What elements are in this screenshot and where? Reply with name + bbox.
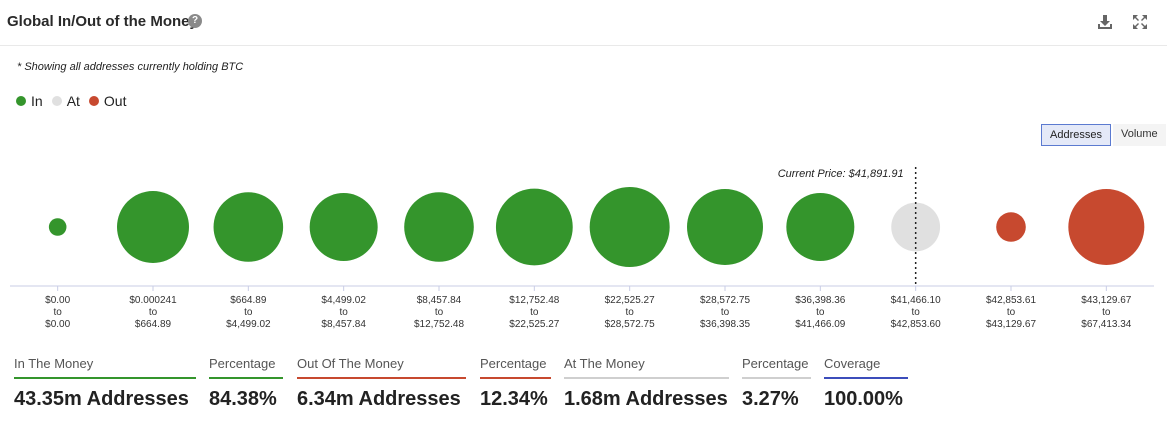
x-tick-label-separator: to bbox=[1007, 307, 1016, 318]
bubble-out[interactable] bbox=[1068, 189, 1145, 265]
x-tick-label-high: $8,457.84 bbox=[321, 319, 366, 330]
stat-underline bbox=[824, 377, 908, 379]
x-tick-label-high: $42,853.60 bbox=[891, 319, 941, 330]
stat-underline bbox=[297, 377, 466, 379]
stat-at-percentage: Percentage 3.27% bbox=[742, 356, 811, 411]
x-tick-label-high: $22,525.27 bbox=[509, 319, 559, 330]
x-tick-label-low: $43,129.67 bbox=[1081, 295, 1131, 306]
stat-underline bbox=[564, 377, 729, 379]
iomap-bubble-chart: $0.00to$0.00$0.000241to$664.89$664.89to$… bbox=[10, 167, 1154, 330]
fullscreen-icon[interactable] bbox=[1131, 13, 1149, 31]
x-tick-label-high: $41,466.09 bbox=[795, 319, 845, 330]
bubble-in[interactable] bbox=[48, 218, 67, 236]
x-tick-label-high: $12,752.48 bbox=[414, 319, 464, 330]
download-icon[interactable] bbox=[1096, 13, 1114, 31]
stat-value: 84.38% bbox=[209, 388, 277, 410]
x-tick-label-low: $41,466.10 bbox=[891, 295, 941, 306]
chart-note: * Showing all addresses currently holdin… bbox=[17, 61, 244, 73]
x-tick-label-separator: to bbox=[435, 307, 444, 318]
legend-label-at: At bbox=[66, 93, 80, 109]
widget-header: Global In/Out of the Money ? bbox=[0, 0, 1167, 46]
x-tick-label-high: $36,398.35 bbox=[700, 319, 750, 330]
bubble-in[interactable] bbox=[495, 188, 573, 266]
addresses-toggle-button[interactable]: Addresses bbox=[1041, 124, 1111, 146]
volume-toggle-button[interactable]: Volume bbox=[1112, 124, 1166, 146]
x-tick-label-high: $43,129.67 bbox=[986, 319, 1036, 330]
stat-label: Out Of The Money bbox=[297, 356, 404, 371]
x-tick-label-low: $36,398.36 bbox=[795, 295, 845, 306]
stat-coverage: Coverage 100.00% bbox=[824, 356, 908, 411]
x-tick-label-separator: to bbox=[721, 307, 730, 318]
legend-dot-out bbox=[88, 96, 99, 106]
stat-value: 12.34% bbox=[480, 388, 548, 410]
stat-underline bbox=[480, 377, 551, 379]
legend-dot-at bbox=[51, 96, 62, 106]
stat-label: Percentage bbox=[742, 356, 809, 371]
bubble-out[interactable] bbox=[996, 212, 1026, 242]
stat-label: Percentage bbox=[209, 356, 276, 371]
help-icon[interactable]: ? bbox=[188, 14, 202, 28]
legend-label-out: Out bbox=[103, 93, 127, 109]
metric-toggle: Addresses Volume bbox=[1041, 124, 1166, 146]
stat-in-the-money: In The Money 43.35m Addresses bbox=[14, 356, 196, 411]
chart-legend: In At Out bbox=[16, 93, 136, 109]
x-tick-label-separator: to bbox=[625, 307, 634, 318]
page-title: Global In/Out of the Money bbox=[7, 13, 198, 30]
x-tick-label-high: $0.00 bbox=[45, 319, 70, 330]
bubble-in[interactable] bbox=[404, 192, 474, 262]
legend-item-in[interactable]: In bbox=[16, 93, 43, 109]
stat-in-percentage: Percentage 84.38% bbox=[209, 356, 283, 411]
x-tick-label-low: $664.89 bbox=[230, 295, 267, 306]
x-tick-label-low: $4,499.02 bbox=[321, 295, 366, 306]
x-tick-label-low: $42,853.61 bbox=[986, 295, 1036, 306]
x-tick-label-low: $0.00 bbox=[45, 295, 70, 306]
x-tick-label-high: $4,499.02 bbox=[226, 319, 271, 330]
bubble-in[interactable] bbox=[213, 192, 284, 262]
stat-at-the-money: At The Money 1.68m Addresses bbox=[564, 356, 729, 411]
x-tick-label-low: $28,572.75 bbox=[700, 295, 750, 306]
bubble-in[interactable] bbox=[589, 187, 670, 267]
stat-label: Percentage bbox=[480, 356, 547, 371]
x-tick-label-separator: to bbox=[53, 307, 62, 318]
x-tick-label-low: $12,752.48 bbox=[509, 295, 559, 306]
x-tick-label-low: $8,457.84 bbox=[417, 295, 462, 306]
x-tick-label-separator: to bbox=[244, 307, 253, 318]
stat-value: 43.35m Addresses bbox=[14, 388, 189, 410]
stat-value: 3.27% bbox=[742, 388, 799, 410]
x-tick-label-low: $22,525.27 bbox=[605, 295, 655, 306]
x-tick-label-separator: to bbox=[816, 307, 825, 318]
stat-value: 1.68m Addresses bbox=[564, 388, 728, 410]
legend-dot-in bbox=[16, 96, 26, 106]
stat-label: In The Money bbox=[14, 356, 94, 371]
x-tick-label-high: $664.89 bbox=[135, 319, 172, 330]
stat-out-of-the-money: Out Of The Money 6.34m Addresses bbox=[297, 356, 466, 411]
legend-label-in: In bbox=[31, 93, 43, 109]
summary-stats: In The Money 43.35m Addresses Percentage… bbox=[0, 356, 1167, 426]
stat-underline bbox=[14, 377, 196, 379]
stat-label: At The Money bbox=[564, 356, 645, 371]
x-tick-label-separator: to bbox=[530, 307, 539, 318]
stat-underline bbox=[209, 377, 283, 379]
stat-label: Coverage bbox=[824, 356, 881, 371]
stat-value: 6.34m Addresses bbox=[297, 388, 461, 410]
x-tick-label-high: $28,572.75 bbox=[605, 319, 655, 330]
x-tick-label-separator: to bbox=[911, 307, 920, 318]
stat-out-percentage: Percentage 12.34% bbox=[480, 356, 551, 411]
current-price-label: Current Price: $41,891.91 bbox=[778, 168, 904, 180]
bubble-in[interactable] bbox=[117, 191, 189, 263]
x-tick-label-high: $67,413.34 bbox=[1081, 319, 1131, 330]
bubble-in[interactable] bbox=[687, 189, 763, 265]
x-tick-label-separator: to bbox=[149, 307, 158, 318]
bubble-in[interactable] bbox=[786, 193, 855, 261]
stat-underline bbox=[742, 377, 811, 379]
x-tick-label-separator: to bbox=[1102, 307, 1111, 318]
bubble-in[interactable] bbox=[309, 193, 378, 261]
stat-value: 100.00% bbox=[824, 388, 903, 410]
x-tick-label-separator: to bbox=[339, 307, 348, 318]
x-tick-label-low: $0.000241 bbox=[129, 295, 177, 306]
legend-item-at[interactable]: At bbox=[51, 93, 80, 109]
legend-item-out[interactable]: Out bbox=[88, 93, 127, 109]
